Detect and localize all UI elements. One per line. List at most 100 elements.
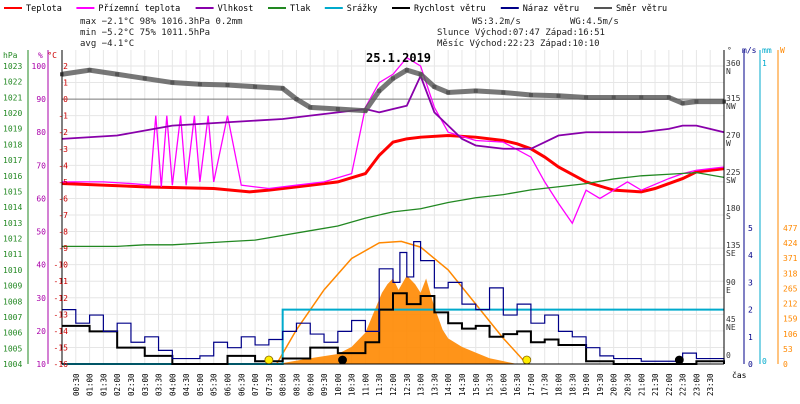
tick-time: 15:00 [472, 373, 481, 396]
tick-wind: 2 [748, 306, 753, 315]
legend-label: Teplota [26, 4, 62, 14]
axis-unit-pressure: hPa [3, 51, 18, 60]
stat-sun: Slunce Východ:07:47 Západ:16:51 [437, 28, 605, 38]
tick-solar: 318 [783, 269, 798, 278]
tick-time: 10:30 [348, 373, 357, 396]
tick-wind: 3 [748, 278, 753, 287]
tick-pressure: 1021 [3, 93, 22, 102]
tick-time: 01:00 [86, 373, 95, 396]
tick-time: 06:00 [224, 373, 233, 396]
tick-time: 17:00 [527, 373, 536, 396]
tick-temperature: -11 [54, 277, 69, 286]
tick-solar: 53 [783, 345, 793, 354]
axis-unit-wind: m/s [742, 46, 757, 55]
tick-temperature: -15 [54, 343, 69, 352]
axis-unit-solar: W [780, 46, 785, 55]
tick-temperature: -9 [58, 244, 68, 253]
tick-humidity: 60 [36, 194, 46, 203]
tick-humidity: 100 [32, 62, 47, 71]
tick-solar: 0 [783, 360, 788, 369]
tick-time: 03:00 [141, 373, 150, 396]
tick-pressure: 1022 [3, 78, 22, 87]
tick-temperature: -1 [58, 112, 68, 121]
axis-unit-rain: mm [762, 46, 772, 55]
tick-humidity: 20 [36, 327, 46, 336]
tick-direction-value: 225 [726, 168, 741, 177]
stat-wg: WG:4.5m/s [570, 17, 619, 27]
tick-wind: 5 [748, 224, 753, 233]
tick-direction-value: 360 [726, 59, 741, 68]
tick-solar: 477 [783, 224, 798, 233]
tick-pressure: 1018 [3, 140, 22, 149]
tick-time: 10:00 [334, 373, 343, 396]
tick-time: 13:00 [417, 373, 426, 396]
tick-time: 03:30 [155, 373, 164, 396]
tick-direction-value: 0 [726, 351, 731, 360]
tick-time: 11:30 [375, 373, 384, 396]
series-tlak [62, 171, 725, 248]
tick-pressure: 1016 [3, 172, 22, 181]
tick-time: 06:30 [237, 373, 246, 396]
tick-rain: 1 [762, 59, 767, 68]
tick-temperature: -10 [54, 261, 69, 270]
tick-direction-label: N [726, 67, 731, 76]
tick-rain: 0 [762, 357, 767, 366]
tick-solar: 424 [783, 239, 798, 248]
tick-humidity: 80 [36, 128, 46, 137]
axes-layer: hPa% °C1023102210211020101910181017101610… [3, 46, 798, 396]
tick-solar: 265 [783, 284, 798, 293]
tick-pressure: 1006 [3, 329, 22, 338]
tick-direction-label: S [726, 212, 731, 221]
stat-avg: avg −4.1°C [80, 39, 134, 49]
stat-max: max −2.1°C 98% 1016.3hPa 0.2mm [80, 17, 243, 27]
tick-pressure: 1014 [3, 203, 22, 212]
tick-time: 21:30 [651, 373, 660, 396]
tick-time: 23:00 [692, 373, 701, 396]
tick-temperature: -13 [54, 310, 69, 319]
tick-temperature: 2 [63, 62, 68, 71]
tick-time: 08:00 [279, 373, 288, 396]
tick-time: 04:30 [182, 373, 191, 396]
axis-unit-humidity: % [38, 51, 43, 60]
tick-pressure: 1020 [3, 109, 22, 118]
series-vlhkost [61, 73, 725, 150]
tick-direction-label: NE [726, 323, 736, 332]
tick-direction-value: 135 [726, 241, 741, 250]
tick-time: 02:00 [113, 373, 122, 396]
tick-humidity: 90 [36, 95, 46, 104]
tick-temperature: -16 [54, 360, 69, 369]
tick-wind: 4 [748, 251, 753, 260]
tick-time: 18:00 [555, 373, 564, 396]
legend-label: Náraz větru [523, 4, 579, 14]
tick-wind: 0 [748, 360, 753, 369]
legend: Teplota Přízemní teplota Vlhkost Tlak Srážky… [4, 4, 667, 14]
tick-time: 22:30 [679, 373, 688, 396]
tick-time: 20:30 [623, 373, 632, 396]
tick-wind: 1 [748, 333, 753, 342]
tick-direction-label: SE [726, 249, 736, 258]
tick-time: 12:00 [389, 373, 398, 396]
tick-time: 07:00 [251, 373, 260, 396]
legend-label: Rychlost větru [414, 4, 486, 14]
solar-layer [275, 240, 528, 365]
tick-solar: 371 [783, 254, 798, 263]
tick-temperature: -3 [58, 145, 68, 154]
tick-direction-label: NW [726, 102, 736, 111]
tick-time: 23:30 [706, 373, 715, 396]
tick-time: 16:30 [513, 373, 522, 396]
tick-time: 11:00 [361, 373, 370, 396]
moonset-marker [338, 355, 347, 365]
legend-label: Přízemní teplota [98, 4, 180, 14]
tick-temperature: 0 [63, 95, 68, 104]
sunrise-marker [264, 355, 274, 365]
tick-pressure: 1017 [3, 156, 22, 165]
solar-radiation-area [277, 275, 518, 364]
tick-humidity: 70 [36, 161, 46, 170]
tick-solar: 159 [783, 315, 798, 324]
tick-pressure: 1009 [3, 282, 22, 291]
series-layer [60, 56, 726, 365]
stat-moon: Měsíc Východ:22:23 Západ:10:10 [437, 39, 600, 49]
tick-time: 19:30 [596, 373, 605, 396]
legend-label: Srážky [347, 4, 378, 14]
